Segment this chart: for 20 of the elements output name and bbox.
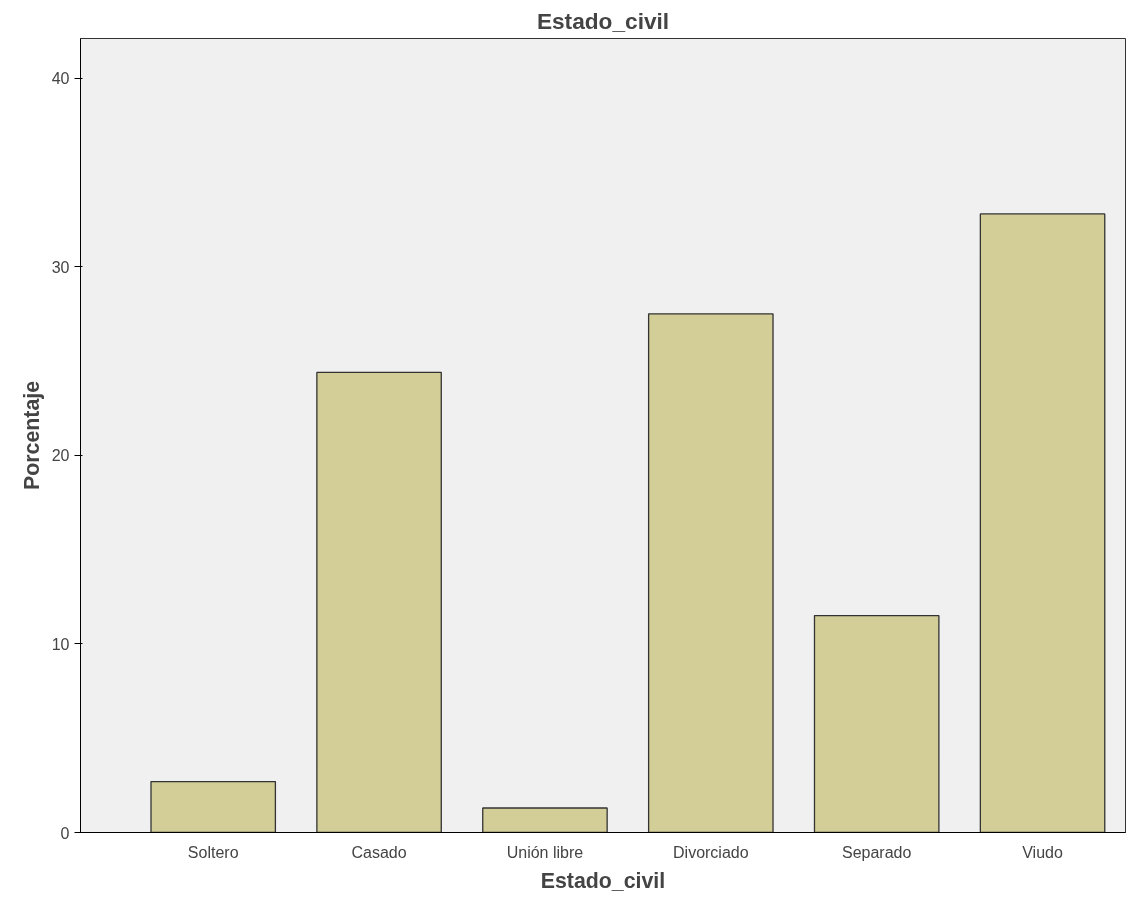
chart-title: Estado_civil (536, 7, 670, 34)
y-axis-title: Porcentaje (19, 380, 44, 491)
x-tick-label: Viudo (1022, 843, 1063, 861)
y-tick-label: 40 (51, 70, 70, 88)
x-tick-label: Casado (351, 843, 407, 861)
bar (647, 313, 774, 833)
x-axis-title: Estado_civil (540, 868, 666, 893)
y-tick-label: 20 (51, 447, 70, 465)
x-tick-label: Unión libre (506, 843, 584, 861)
bar (316, 371, 442, 833)
x-tick-label: Soltero (187, 843, 239, 861)
y-tick-label: 30 (51, 258, 70, 276)
y-tick-label: 10 (51, 635, 70, 653)
bar (979, 213, 1106, 833)
y-tick-label: 0 (60, 824, 70, 842)
x-tick-label: Separado (842, 843, 912, 861)
bar (482, 807, 608, 833)
x-tick-label: Divorciado (673, 843, 749, 861)
bar (813, 614, 940, 833)
bar (150, 780, 277, 833)
